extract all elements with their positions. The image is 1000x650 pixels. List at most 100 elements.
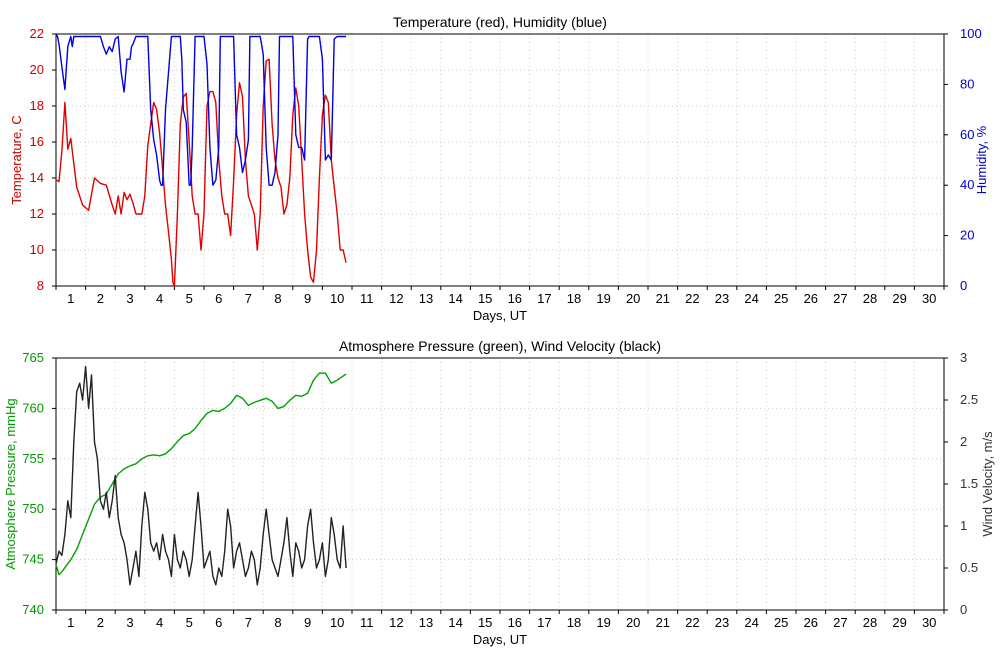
x-axis-label: Days, UT <box>473 632 527 647</box>
plot-frame <box>55 357 945 611</box>
y-right-tick-label: 2.5 <box>960 392 978 407</box>
x-tick-label: 13 <box>419 615 433 630</box>
x-tick-label: 8 <box>274 615 281 630</box>
y-right-tick-label: 100 <box>960 26 982 41</box>
x-tick-label: 2 <box>97 615 104 630</box>
y-right-tick-label: 1.5 <box>960 476 978 491</box>
y-left-tick-label: 10 <box>30 242 44 257</box>
series-line-1 <box>55 58 347 287</box>
x-tick-label: 25 <box>774 615 788 630</box>
y-right-tick-label: 0.5 <box>960 560 978 575</box>
x-tick-label: 14 <box>448 615 462 630</box>
x-tick-label: 22 <box>685 291 699 306</box>
y-left-tick-label: 22 <box>30 26 44 41</box>
y-left-tick-label: 745 <box>22 552 44 567</box>
y-left-tick-label: 12 <box>30 206 44 221</box>
x-tick-label: 1 <box>67 615 74 630</box>
x-tick-label: 25 <box>774 291 788 306</box>
x-tick-label: 22 <box>685 615 699 630</box>
y-right-tick-label: 60 <box>960 127 974 142</box>
x-tick-label: 12 <box>389 615 403 630</box>
x-tick-label: 16 <box>508 291 522 306</box>
y-right-tick-label: 80 <box>960 76 974 91</box>
x-tick-label: 9 <box>304 615 311 630</box>
x-tick-label: 28 <box>863 615 877 630</box>
x-tick-label: 27 <box>833 291 847 306</box>
x-tick-label: 19 <box>596 615 610 630</box>
y-left-tick-label: 8 <box>37 278 44 293</box>
y-left-tick-label: 755 <box>22 451 44 466</box>
x-tick-label: 20 <box>626 291 640 306</box>
x-tick-label: 23 <box>715 291 729 306</box>
series-line-2 <box>55 365 347 586</box>
x-tick-label: 3 <box>126 291 133 306</box>
x-tick-label: 5 <box>186 291 193 306</box>
y-left-tick-label: 14 <box>30 170 44 185</box>
y-right-tick-label: 3 <box>960 350 967 365</box>
chart-title: Temperature (red), Humidity (blue) <box>393 14 607 30</box>
series-line-2 <box>55 33 347 186</box>
x-tick-label: 5 <box>186 615 193 630</box>
x-tick-label: 4 <box>156 615 163 630</box>
y-left-axis-label: Temperature, C <box>9 115 24 205</box>
x-tick-label: 19 <box>596 291 610 306</box>
plot-frame <box>55 33 945 287</box>
x-tick-label: 21 <box>656 615 670 630</box>
y-right-axis-label: Wind Velocity, m/s <box>980 431 995 537</box>
grid-lines <box>56 34 944 286</box>
x-tick-label: 15 <box>478 615 492 630</box>
x-tick-label: 3 <box>126 615 133 630</box>
x-tick-label: 4 <box>156 291 163 306</box>
y-right-tick-label: 2 <box>960 434 967 449</box>
x-tick-label: 18 <box>567 291 581 306</box>
x-tick-label: 10 <box>330 615 344 630</box>
x-tick-label: 18 <box>567 615 581 630</box>
x-axis-label: Days, UT <box>473 308 527 323</box>
chart-title: Atmosphere Pressure (green), Wind Veloci… <box>339 338 661 354</box>
x-tick-label: 16 <box>508 615 522 630</box>
y-left-tick-label: 18 <box>30 98 44 113</box>
y-right-tick-label: 0 <box>960 278 967 293</box>
x-tick-label: 21 <box>656 291 670 306</box>
x-tick-label: 14 <box>448 291 462 306</box>
y-left-tick-label: 20 <box>30 62 44 77</box>
y-left-axis-label: Atmosphere Pressure, mmHg <box>3 398 18 569</box>
x-tick-label: 10 <box>330 291 344 306</box>
x-tick-label: 24 <box>744 291 758 306</box>
x-tick-label: 15 <box>478 291 492 306</box>
x-tick-label: 7 <box>245 291 252 306</box>
x-tick-label: 26 <box>804 291 818 306</box>
y-left-tick-label: 740 <box>22 602 44 617</box>
x-tick-label: 9 <box>304 291 311 306</box>
x-tick-label: 12 <box>389 291 403 306</box>
x-tick-label: 6 <box>215 615 222 630</box>
x-tick-label: 11 <box>360 291 374 306</box>
y-left-tick-label: 765 <box>22 350 44 365</box>
x-tick-label: 8 <box>274 291 281 306</box>
grid-lines <box>56 358 944 610</box>
y-right-tick-label: 0 <box>960 602 967 617</box>
x-tick-label: 17 <box>537 291 551 306</box>
x-tick-label: 23 <box>715 615 729 630</box>
y-right-tick-label: 40 <box>960 177 974 192</box>
x-tick-label: 29 <box>892 291 906 306</box>
x-tick-label: 26 <box>804 615 818 630</box>
x-tick-label: 13 <box>419 291 433 306</box>
y-right-axis-label: Humidity, % <box>974 125 989 194</box>
x-tick-label: 27 <box>833 615 847 630</box>
y-left-tick-label: 750 <box>22 501 44 516</box>
x-tick-label: 29 <box>892 615 906 630</box>
x-tick-label: 7 <box>245 615 252 630</box>
x-tick-label: 30 <box>922 615 936 630</box>
y-left-tick-label: 760 <box>22 400 44 415</box>
y-right-tick-label: 1 <box>960 518 967 533</box>
series-line-1 <box>55 372 347 576</box>
y-right-tick-label: 20 <box>960 228 974 243</box>
chart-panel-2: Atmosphere Pressure (green), Wind Veloci… <box>3 338 995 647</box>
chart-panel-1: Temperature (red), Humidity (blue)1 2 3 4 5 6… <box>9 14 989 323</box>
x-tick-label: 17 <box>537 615 551 630</box>
x-tick-label: 24 <box>744 615 758 630</box>
x-tick-label: 6 <box>215 291 222 306</box>
x-tick-label: 1 <box>67 291 74 306</box>
